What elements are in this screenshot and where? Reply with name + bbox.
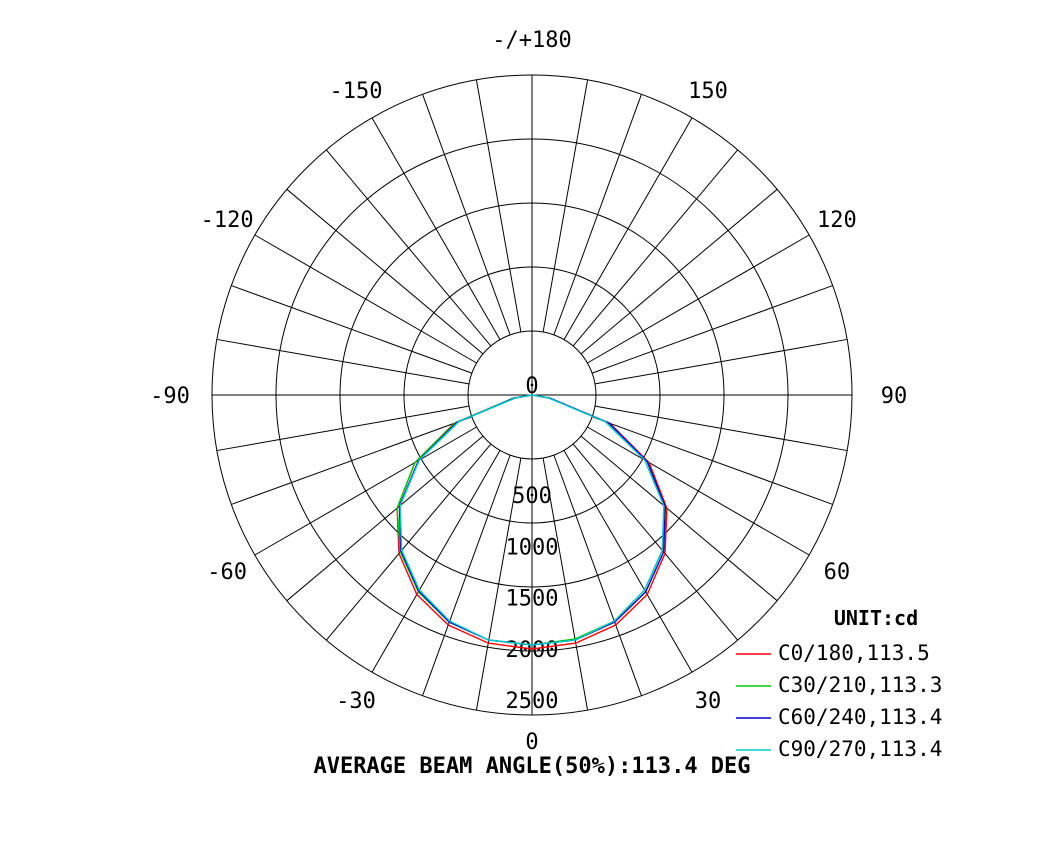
angle-label: 0 xyxy=(525,730,538,755)
radial-tick-label: 0 xyxy=(525,374,538,399)
grid-spoke xyxy=(563,450,693,673)
angle-label: -30 xyxy=(336,689,376,714)
series-curve xyxy=(399,394,665,646)
grid-spoke xyxy=(594,405,848,452)
angle-labels: -/+180 -150 150 -120 120 -90 90 -60 60 -30 30 0 xyxy=(150,28,907,755)
grid-spoke xyxy=(563,117,693,340)
grid-spoke xyxy=(591,285,833,374)
grid-spoke xyxy=(475,457,522,711)
grid-spoke xyxy=(542,457,589,711)
grid-spoke xyxy=(587,234,810,364)
legend-entry: C0/180,113.5 xyxy=(778,641,930,665)
grid-spoke xyxy=(422,454,511,696)
grid-spoke xyxy=(216,338,470,385)
angle-label: 90 xyxy=(881,384,908,409)
radial-tick-label: 2500 xyxy=(506,689,559,714)
grid-spoke xyxy=(371,117,501,340)
unit-label: UNIT:cd xyxy=(834,606,918,630)
angle-label: -120 xyxy=(201,208,254,233)
radial-tick-label: 1000 xyxy=(506,535,559,560)
legend-entry: C30/210,113.3 xyxy=(778,673,942,697)
angle-label: -60 xyxy=(207,560,247,585)
grid-spoke xyxy=(254,426,477,556)
grid-spoke xyxy=(591,416,833,505)
radial-tick-label: 2000 xyxy=(506,638,559,663)
grid-spoke xyxy=(231,285,473,374)
grid-spoke xyxy=(580,435,778,602)
legend: UNIT:cd C0/180,113.5 C30/210,113.3 C60/240… xyxy=(736,606,942,761)
angle-label: 30 xyxy=(695,689,722,714)
angle-label: -90 xyxy=(150,384,190,409)
angle-label: 120 xyxy=(817,208,857,233)
polar-grid xyxy=(211,74,853,716)
grid-spoke xyxy=(580,188,778,355)
grid-spoke xyxy=(542,79,589,333)
angle-label: -/+180 xyxy=(492,28,571,53)
grid-spoke xyxy=(572,149,739,347)
grid-spoke xyxy=(572,443,739,641)
grid-spoke xyxy=(553,94,642,336)
grid-spoke xyxy=(371,450,501,673)
grid-spoke xyxy=(594,338,848,385)
angle-label: 60 xyxy=(824,560,851,585)
grid-spoke xyxy=(475,79,522,333)
grid-spoke xyxy=(254,234,477,364)
angle-label: 150 xyxy=(688,79,728,104)
grid-spoke xyxy=(422,94,511,336)
grid-spoke xyxy=(286,435,484,602)
series-curves xyxy=(396,394,668,650)
beam-angle-footer: AVERAGE BEAM ANGLE(50%):113.4 DEG xyxy=(313,754,750,779)
grid-spoke xyxy=(231,416,473,505)
grid-spoke xyxy=(325,149,492,347)
grid-spoke xyxy=(325,443,492,641)
grid-spoke xyxy=(216,405,470,452)
legend-entry: C90/270,113.4 xyxy=(778,737,942,761)
radial-tick-label: 1500 xyxy=(506,587,559,612)
grid-spoke xyxy=(286,188,484,355)
angle-label: -150 xyxy=(330,79,383,104)
legend-entry: C60/240,113.4 xyxy=(778,705,942,729)
grid-spoke xyxy=(587,426,810,556)
radial-tick-label: 500 xyxy=(512,484,552,509)
grid-spoke xyxy=(553,454,642,696)
